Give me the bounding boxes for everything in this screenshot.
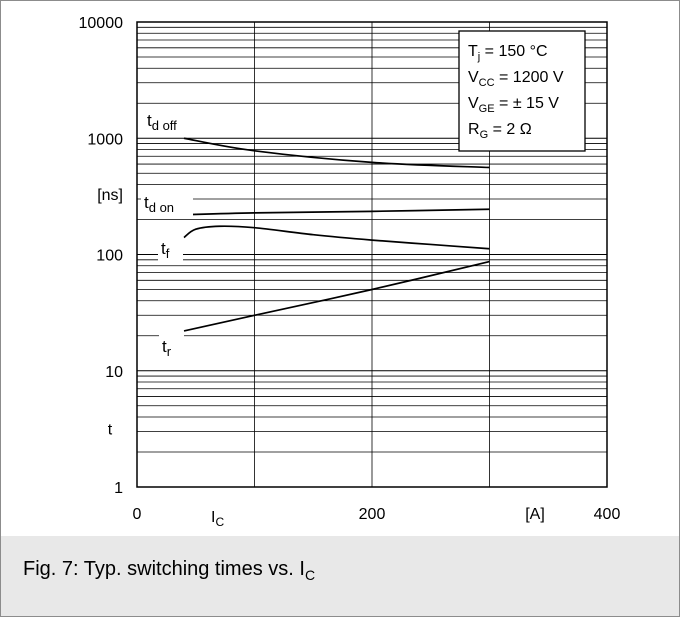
condition-line: VGE = ± 15 V	[468, 95, 559, 115]
figure-caption: Fig. 7: Typ. switching times vs. IC	[23, 558, 315, 583]
series	[183, 137, 490, 332]
y-tick-label: 1000	[87, 131, 123, 148]
conditions-box	[458, 30, 586, 152]
labels: 1 10 100 1000 10000 [ns] t 0 200 400 IC [A] td off td…	[79, 15, 621, 529]
caption-box: Fig. 7: Typ. switching times vs. IC	[1, 536, 679, 616]
condition-line: RG = 2 Ω	[468, 121, 532, 141]
x-tick-label: 200	[359, 506, 386, 523]
series-curve-t-d-on	[183, 208, 490, 216]
series-label-background	[141, 191, 193, 217]
x-tick-label: 0	[133, 506, 142, 523]
x-tick-label: 400	[594, 506, 621, 523]
series-label-t-r: tr	[162, 337, 172, 359]
series-curve-t-r	[183, 260, 490, 332]
series-label-background	[158, 237, 183, 263]
y-tick-label: 10	[105, 364, 123, 381]
series-label-background	[159, 335, 184, 361]
y-tick-label: 100	[96, 248, 123, 265]
y-tick-label: 10000	[79, 15, 124, 32]
y-axis-label: t	[108, 421, 113, 438]
plot-area-border	[136, 21, 608, 488]
series-label-t-f: tf	[161, 239, 170, 261]
condition-line: Tj = 150 °C	[468, 43, 548, 63]
x-axis-label: IC	[211, 509, 224, 529]
series-curve-t-f	[183, 225, 490, 250]
axes	[136, 21, 608, 488]
series-label-background	[144, 109, 205, 135]
condition-line: VCC = 1200 V	[468, 69, 564, 89]
y-unit-label: [ns]	[97, 187, 123, 204]
caption-text: Fig. 7: Typ. switching times vs. I	[23, 558, 305, 580]
x-unit-label: [A]	[525, 506, 545, 523]
caption-subscript: C	[304, 567, 316, 583]
y-tick-label: 1	[114, 480, 123, 497]
series-curve-t-d-off	[183, 137, 490, 169]
switching-times-chart: 1 10 100 1000 10000 [ns] t 0 200 400 IC [A] td off td…	[79, 15, 621, 529]
series-label-t-d-on: td on	[144, 193, 174, 215]
series-label-t-d-off: td off	[147, 111, 177, 133]
